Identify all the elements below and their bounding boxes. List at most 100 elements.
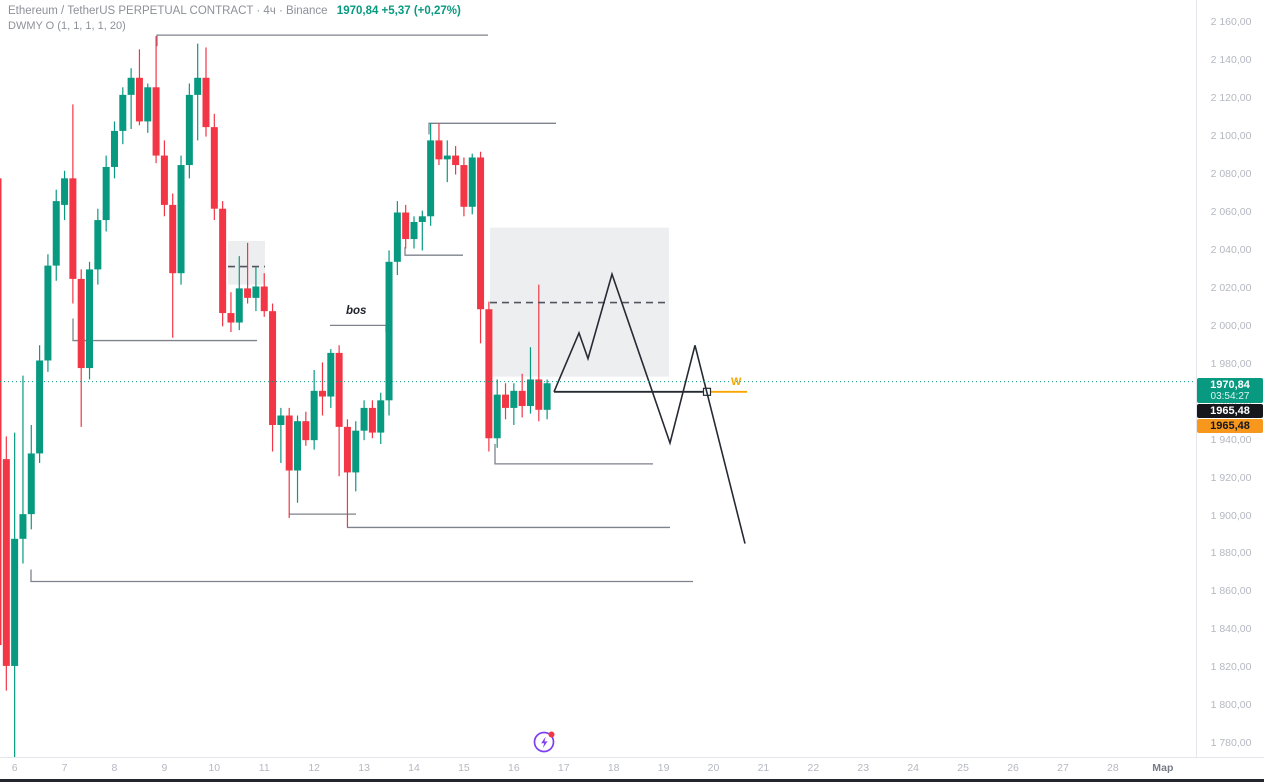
time-tick-label: 25 bbox=[957, 762, 969, 774]
candle-body bbox=[477, 157, 485, 310]
time-tick-label: 27 bbox=[1057, 762, 1069, 774]
candle-body bbox=[169, 204, 177, 274]
level-ray[interactable] bbox=[428, 122, 556, 135]
level-ray[interactable] bbox=[72, 318, 257, 342]
candle-body bbox=[410, 221, 418, 240]
time-tick-label: 16 bbox=[507, 762, 520, 774]
price-tick-label: 2 000,00 bbox=[1210, 319, 1252, 332]
time-tick-label: 10 bbox=[208, 762, 221, 774]
price-tick-label: 1 980,00 bbox=[1210, 357, 1252, 370]
candle-body bbox=[493, 394, 501, 439]
candle-body bbox=[360, 407, 368, 431]
price-tick-label: 2 140,00 bbox=[1210, 54, 1252, 67]
candle-body bbox=[202, 77, 210, 128]
candle-body bbox=[227, 313, 235, 323]
time-tick-label: 15 bbox=[458, 762, 470, 774]
candle-body bbox=[127, 77, 135, 95]
candle-body bbox=[368, 407, 376, 433]
time-tick-label: 13 bbox=[358, 762, 370, 774]
legend-symbol-row[interactable]: Ethereum / TetherUS PERPETUAL CONTRACT ·… bbox=[8, 4, 461, 19]
indicator-legend[interactable]: DWMY O (1, 1, 1, 1, 20) bbox=[8, 20, 126, 32]
candle-body bbox=[468, 157, 476, 207]
order-w-label[interactable]: W bbox=[731, 376, 742, 388]
candle-body bbox=[277, 415, 285, 425]
price-axis[interactable]: 2 160,00 2 140,00 2 120,00 2 100,00 2 080,00… bbox=[1196, 0, 1264, 757]
candle-body bbox=[194, 77, 202, 95]
time-tick-label: 7 bbox=[61, 762, 68, 774]
price-tick-label: 1 820,00 bbox=[1210, 661, 1252, 674]
price-tick-label: 2 060,00 bbox=[1210, 205, 1252, 218]
candle-body bbox=[102, 166, 110, 221]
price-tick-label: 2 040,00 bbox=[1210, 243, 1252, 256]
time-tick-label: 9 bbox=[161, 762, 168, 774]
candle-body bbox=[52, 201, 60, 266]
bos-annotation[interactable]: bos bbox=[346, 305, 367, 317]
candle-body bbox=[252, 286, 260, 298]
price-tick-label: 2 100,00 bbox=[1210, 130, 1252, 143]
candle-body bbox=[11, 538, 19, 666]
time-tick-label: 14 bbox=[408, 762, 420, 774]
supply-zone-box[interactable] bbox=[228, 240, 265, 285]
candle-body bbox=[460, 165, 468, 207]
candle-body bbox=[418, 216, 426, 222]
level-ray[interactable] bbox=[30, 569, 693, 583]
candle-body bbox=[518, 390, 526, 407]
candle-body bbox=[526, 379, 534, 407]
bar-countdown: 03:54:27 bbox=[1210, 391, 1250, 402]
candle-body bbox=[310, 390, 318, 441]
candle-body bbox=[393, 212, 401, 262]
candle-body bbox=[327, 352, 335, 397]
time-tick-label: 17 bbox=[557, 762, 570, 774]
level-ray[interactable] bbox=[156, 34, 488, 47]
price-tick-label: 2 120,00 bbox=[1210, 92, 1252, 105]
candle-body bbox=[443, 155, 451, 160]
candle-body bbox=[61, 178, 69, 205]
projection-zigzag[interactable] bbox=[553, 271, 746, 544]
candle-body bbox=[0, 178, 2, 646]
candle-body bbox=[385, 261, 393, 401]
symbol-title[interactable]: Ethereum / TetherUS PERPETUAL CONTRACT ·… bbox=[8, 5, 328, 17]
price-tick-label: 1 900,00 bbox=[1210, 509, 1252, 522]
time-tick-label: 19 bbox=[657, 762, 670, 774]
level-ray[interactable] bbox=[330, 324, 387, 333]
last-price-label: 1970,84 03:54:27 bbox=[1197, 378, 1263, 403]
candle-body bbox=[177, 165, 185, 274]
price-tick-label: 1 860,00 bbox=[1210, 585, 1252, 598]
chart-legend[interactable]: Ethereum / TetherUS PERPETUAL CONTRACT ·… bbox=[8, 4, 461, 34]
candle-body bbox=[285, 415, 293, 471]
candle-body bbox=[427, 140, 435, 217]
time-tick-label: 28 bbox=[1107, 762, 1119, 774]
candle-body bbox=[502, 394, 510, 408]
last-price-change: 1970,84 +5,37 (+0,27%) bbox=[336, 5, 461, 17]
candle-body bbox=[69, 178, 77, 279]
time-tick-label: 22 bbox=[807, 762, 820, 774]
level-ray[interactable] bbox=[404, 247, 463, 256]
candle-body bbox=[543, 383, 551, 410]
candle-body bbox=[210, 127, 218, 209]
drawing-price-label: 1965,48 bbox=[1197, 404, 1263, 418]
price-tick-label: 2 080,00 bbox=[1210, 168, 1252, 181]
candle-body bbox=[343, 426, 351, 473]
candle-body bbox=[402, 212, 410, 240]
candle-body bbox=[510, 390, 518, 408]
candle-body bbox=[110, 130, 118, 167]
time-tick-label: 6 bbox=[11, 762, 18, 774]
price-tick-label: 1 840,00 bbox=[1210, 623, 1252, 636]
level-ray[interactable] bbox=[494, 443, 653, 465]
candle-body bbox=[352, 430, 360, 473]
boost-lightning-icon[interactable] bbox=[532, 728, 558, 754]
candle-body bbox=[485, 309, 493, 439]
chart-canvas[interactable] bbox=[0, 0, 1196, 757]
candle-body bbox=[260, 286, 268, 312]
chart-pane[interactable] bbox=[0, 0, 1196, 757]
bottom-edge-strip bbox=[0, 779, 1264, 782]
candle-body bbox=[160, 155, 168, 205]
price-tick-label: 1 780,00 bbox=[1210, 737, 1252, 750]
time-tick-label: 11 bbox=[258, 762, 270, 774]
price-tick-label: 1 940,00 bbox=[1210, 433, 1252, 446]
candle-body bbox=[377, 400, 385, 433]
time-axis[interactable]: 6 7 8 9 10 11 12 13 14 15 16 17 18 19 20 21 22 23 24 25 26 27… bbox=[0, 757, 1264, 780]
time-tick-label: 23 bbox=[857, 762, 870, 774]
notification-dot bbox=[548, 731, 555, 738]
